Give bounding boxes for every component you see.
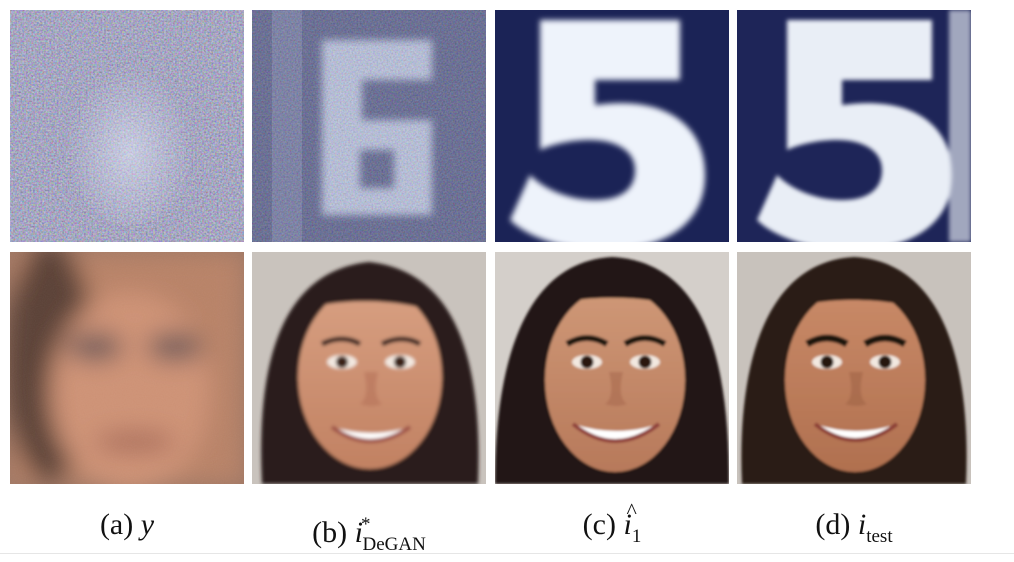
svhn-degan-image (252, 10, 486, 242)
caption-b-superscript: * (361, 514, 371, 535)
caption-b: (b) i*DeGAN (252, 508, 486, 562)
caption-c-label: (c) (582, 508, 616, 541)
caption-a-label: (a) (99, 508, 134, 541)
caption-b-label: (b) (312, 516, 348, 549)
caption-b-subscript: DeGAN (362, 534, 426, 555)
caption-a: (a) y (10, 508, 244, 542)
caption-d: (d) itest (737, 508, 971, 554)
bottom-divider (0, 553, 1014, 554)
face-estimate-image (495, 252, 729, 484)
face-noisy-image (10, 252, 244, 484)
svhn-test-image (737, 10, 971, 242)
svhn-estimate-image (495, 10, 729, 242)
face-test-image (737, 252, 971, 484)
caption-a-symbol: y (140, 508, 155, 541)
caption-d-label: (d) (815, 508, 851, 541)
caption-c: (c) ^ i 1 (495, 498, 729, 554)
face-degan-image (252, 252, 486, 484)
caption-d-symbol: i (857, 508, 867, 541)
caption-c-hat: ^ (626, 498, 637, 523)
caption-d-subscript: test (866, 526, 893, 547)
caption-b-symbol: i (354, 516, 363, 549)
svhn-noisy-image (10, 10, 244, 242)
caption-c-subscript: 1 (631, 526, 642, 547)
caption-c-hat-symbol: ^ i (623, 498, 636, 542)
caption-c-symbol: i (623, 508, 632, 541)
